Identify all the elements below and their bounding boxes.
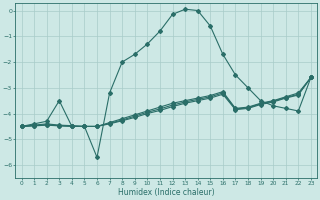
X-axis label: Humidex (Indice chaleur): Humidex (Indice chaleur) [118,188,214,197]
